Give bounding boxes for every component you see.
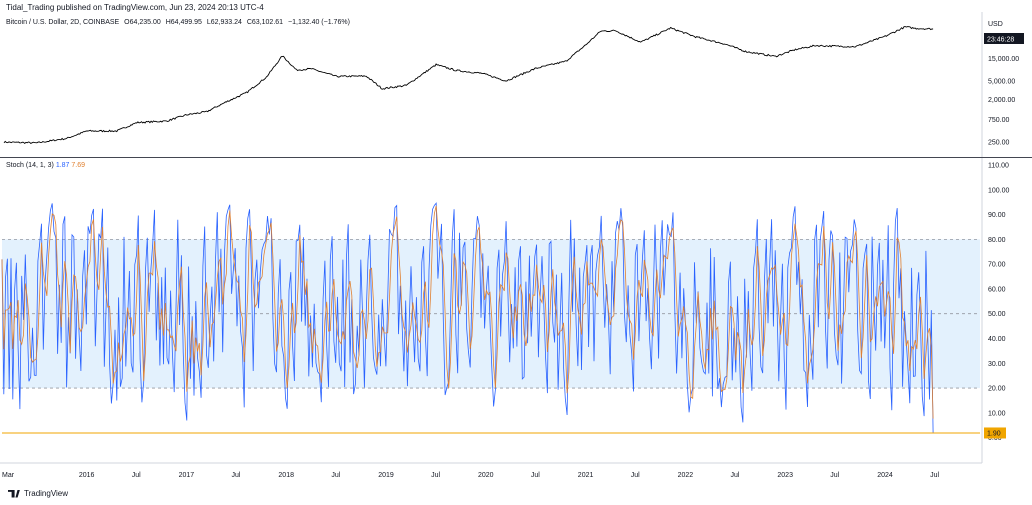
time-tick-label: 2019 bbox=[378, 472, 394, 479]
close-value: C63,102.61 bbox=[246, 19, 284, 26]
time-tick-label: Jul bbox=[930, 472, 939, 479]
time-tick-label: Jul bbox=[830, 472, 839, 479]
price-legend: Bitcoin / U.S. Dollar, 2D, COINBASE O64,… bbox=[6, 19, 353, 26]
stoch-d-value: 7.69 bbox=[71, 162, 86, 169]
price-pane: 15,000.00 5,000.00 2,000.00 750.00 250.00 bbox=[3, 26, 1019, 147]
currency-label: USD bbox=[988, 21, 1003, 28]
stoch-d-line bbox=[1, 205, 934, 419]
tradingview-logo-icon bbox=[8, 489, 20, 498]
stoch-tick-label: 50.00 bbox=[988, 311, 1006, 318]
open-value: O64,235.00 bbox=[124, 19, 161, 26]
stoch-tick-label: 110.00 bbox=[988, 163, 1009, 170]
countdown-badge bbox=[984, 33, 1024, 44]
stoch-current-label: 1.90 bbox=[987, 430, 1001, 437]
symbol-label[interactable]: Bitcoin / U.S. Dollar, 2D, COINBASE bbox=[6, 19, 120, 26]
price-tick-label: 5,000.00 bbox=[988, 78, 1015, 85]
time-tick-label: Jul bbox=[232, 472, 241, 479]
stoch-tick-label: 90.00 bbox=[988, 212, 1006, 219]
time-tick-label: Jul bbox=[431, 472, 440, 479]
stoch-name[interactable]: Stoch (14, 1, 3) bbox=[6, 162, 54, 169]
stoch-k-value: 1.87 bbox=[55, 162, 70, 169]
stoch-k-line bbox=[1, 202, 934, 434]
stoch-tick-label: 100.00 bbox=[988, 187, 1010, 194]
time-tick-label: 2017 bbox=[179, 472, 195, 479]
time-axis: Mar 2016 Jul 2017 Jul 2018 Jul 2019 Jul 2020 Jul 20… bbox=[2, 472, 939, 479]
price-tick-label: 2,000.00 bbox=[988, 97, 1015, 104]
price-line bbox=[3, 26, 934, 144]
stoch-tick-label: 30.00 bbox=[988, 361, 1006, 368]
time-tick-label: Jul bbox=[331, 472, 340, 479]
time-tick-label: Jul bbox=[531, 472, 540, 479]
time-tick-label: Jul bbox=[631, 472, 640, 479]
price-tick-label: 750.00 bbox=[988, 117, 1010, 124]
price-tick-label: 15,000.00 bbox=[988, 56, 1019, 63]
stoch-legend: Stoch (14, 1, 3) 1.87 7.69 bbox=[6, 162, 85, 169]
high-value: H64,499.95 bbox=[165, 19, 202, 26]
time-tick-label: Jul bbox=[132, 472, 141, 479]
stoch-tick-label: 10.00 bbox=[988, 410, 1006, 417]
stoch-tick-label: 70.00 bbox=[988, 262, 1006, 269]
time-tick-label: Mar bbox=[2, 472, 15, 479]
low-value: L62,933.24 bbox=[206, 19, 242, 26]
stoch-tick-label: 20.00 bbox=[988, 386, 1006, 393]
time-tick-label: 2022 bbox=[678, 472, 694, 479]
stoch-tick-label: 60.00 bbox=[988, 286, 1006, 293]
stoch-tick-label: 40.00 bbox=[988, 336, 1006, 343]
time-tick-label: 2020 bbox=[478, 472, 494, 479]
stoch-current-badge bbox=[984, 427, 1006, 439]
footer-brand: TradingView bbox=[24, 489, 69, 498]
countdown-text: 23:46:28 bbox=[987, 37, 1014, 44]
time-tick-label: 2016 bbox=[79, 472, 95, 479]
published-line: Tidal_Trading published on TradingView.c… bbox=[6, 3, 264, 12]
stoch-pane: 110.00 100.00 90.00 80.00 70.00 60.00 50.00 40.… bbox=[1, 163, 1010, 442]
time-tick-label: 2018 bbox=[278, 472, 294, 479]
stoch-tick-label: 0.00 bbox=[988, 435, 1002, 442]
time-tick-label: 2024 bbox=[877, 472, 893, 479]
time-tick-label: 2023 bbox=[777, 472, 793, 479]
tradingview-footer: TradingView bbox=[8, 489, 68, 498]
time-tick-label: Jul bbox=[731, 472, 740, 479]
stoch-tick-label: 80.00 bbox=[988, 237, 1006, 244]
change-value: −1,132.40 (−1.76%) bbox=[288, 19, 350, 26]
price-tick-label: 250.00 bbox=[988, 140, 1010, 147]
time-tick-label: 2021 bbox=[578, 472, 594, 479]
